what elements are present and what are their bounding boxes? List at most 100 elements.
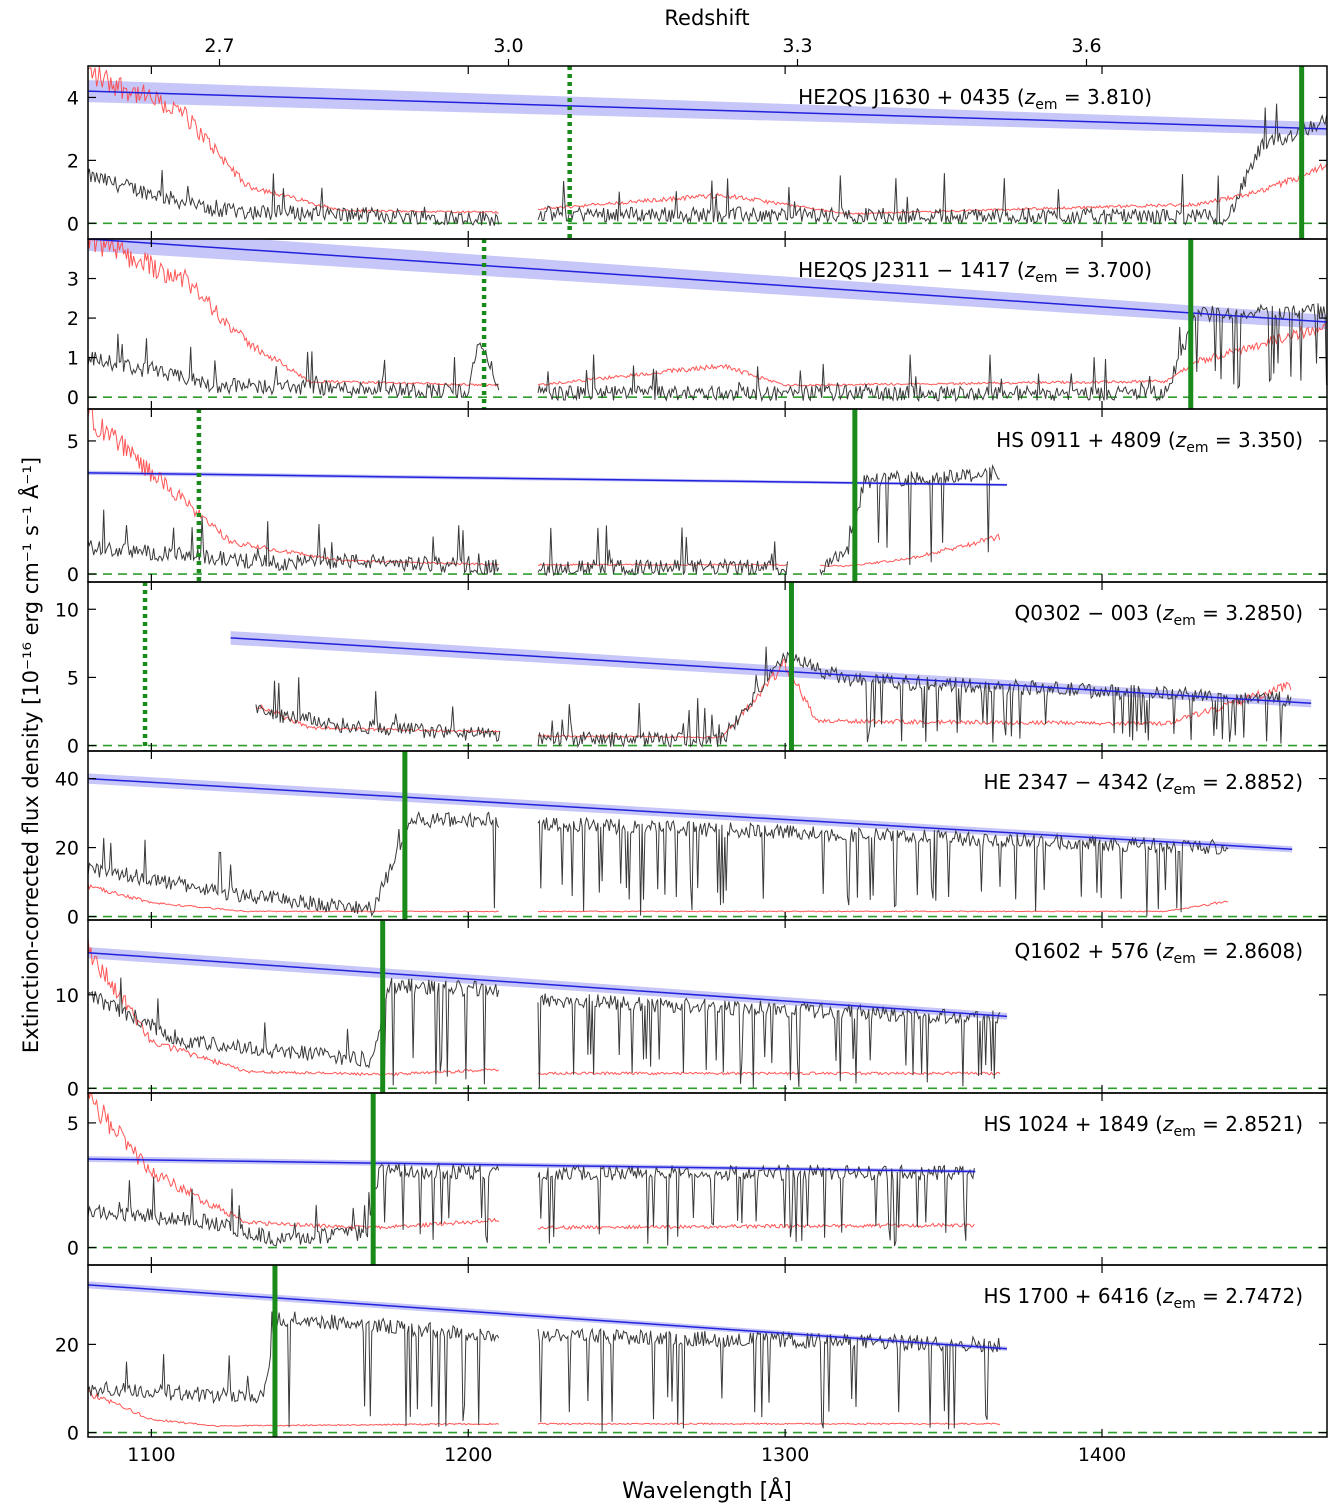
flux-spectrum (537, 646, 1292, 749)
panel-label: HE 2347 − 4342 (zem = 2.8852) (984, 770, 1304, 798)
flux-spectrum (537, 103, 1327, 226)
flux-spectrum (88, 168, 500, 226)
panel-8: 0 20 HS 1700 + 6416 (zem = 2.7472) (55, 1264, 1328, 1445)
continuum-line (88, 1284, 1008, 1350)
panel-content (88, 920, 1327, 1093)
flux-spectrum (88, 333, 500, 399)
panel-label: HE2QS J2311 − 1417 (zem = 3.700) (798, 258, 1152, 286)
error-spectrum (538, 563, 788, 567)
error-spectrum (537, 1422, 1001, 1426)
y-tick-label: 4 (67, 87, 79, 109)
redshift-tick-label: 3.6 (1071, 35, 1101, 57)
y-tick-label: 0 (67, 213, 79, 235)
y-tick-label: 2 (67, 308, 79, 330)
redshift-tick-label: 3.3 (782, 35, 812, 57)
flux-spectrum (819, 464, 1000, 576)
top-axis-label: Redshift (664, 6, 749, 30)
redshift-tick-label: 3.0 (493, 35, 523, 57)
continuum-band (88, 239, 1327, 330)
y-tick-label: 0 (67, 387, 79, 409)
continuum-band (88, 947, 1007, 1020)
panel-content (88, 409, 1327, 582)
y-tick-label: 40 (55, 769, 79, 791)
continuum-line (88, 777, 1293, 851)
error-spectrum (88, 1093, 500, 1230)
y-tick-label: 0 (67, 564, 79, 586)
continuum-line (88, 951, 1008, 1018)
y-tick-label: 10 (55, 985, 79, 1007)
y-tick-label: 2 (67, 150, 79, 172)
continuum-band (230, 631, 1312, 708)
x-axis-label: Wavelength [Å] (622, 1477, 792, 1504)
y-tick-label: 0 (67, 736, 79, 758)
error-spectrum (88, 883, 499, 913)
flux-spectrum (537, 1163, 975, 1247)
error-spectrum (537, 1071, 1001, 1076)
error-spectrum (88, 239, 499, 387)
flux-spectrum (88, 1311, 500, 1428)
panel-label: HS 1024 + 1849 (zem = 2.8521) (983, 1112, 1303, 1140)
panel-label: HS 1700 + 6416 (zem = 2.7472) (983, 1284, 1303, 1312)
flux-spectrum (88, 509, 500, 575)
panel-7: 0 5 HS 1024 + 1849 (zem = 2.8521) (67, 1092, 1328, 1266)
flux-spectrum (88, 977, 500, 1086)
error-spectrum (88, 409, 499, 566)
flux-spectrum (537, 525, 788, 577)
panel-5: 0 20 40 HE 2347 − 4342 (zem = 2.8852) (55, 750, 1328, 929)
continuum-line (230, 637, 1312, 705)
y-tick-label: 1 (67, 348, 79, 370)
panel-label: Q1602 + 576 (zem = 2.8608) (1015, 939, 1303, 967)
y-tick-label: 0 (67, 907, 79, 929)
error-spectrum (537, 321, 1327, 387)
panel-content (88, 1265, 1327, 1437)
panel-3: 0 5 HS 0911 + 4809 (zem = 3.350) (67, 408, 1328, 586)
panel-content (88, 239, 1327, 409)
y-tick-label: 10 (55, 599, 79, 621)
flux-spectrum (537, 303, 1327, 403)
x-tick-label: 1300 (761, 1444, 809, 1466)
continuum-line (88, 90, 1327, 130)
flux-spectrum (537, 1327, 1001, 1432)
flux-spectrum (537, 816, 1229, 917)
y-tick-label: 5 (67, 667, 79, 689)
continuum-band (88, 80, 1327, 136)
error-spectrum (537, 1222, 975, 1231)
error-spectrum (88, 66, 499, 214)
redshift-tick-label: 2.7 (204, 35, 234, 57)
error-spectrum (537, 163, 1327, 216)
continuum-band (88, 773, 1293, 853)
axes-layer: 1100 1200 1300 1400 2.7 3.0 3.3 3.6 (127, 35, 1126, 1466)
error-spectrum (537, 657, 1292, 739)
panel-content (88, 751, 1327, 920)
y-tick-label: 0 (67, 1238, 79, 1260)
y-tick-label: 5 (67, 431, 79, 453)
panel-2: 0 1 2 3 HE2QS J2311 − 1417 (zem = 3.700) (67, 238, 1328, 410)
x-tick-label: 1200 (444, 1444, 492, 1466)
flux-spectrum (537, 993, 1001, 1089)
panel-label: Q0302 − 003 (zem = 3.2850) (1015, 601, 1303, 629)
flux-spectrum (88, 810, 500, 918)
y-tick-label: 0 (67, 1078, 79, 1100)
panel-4: 0 5 10 Q0302 − 003 (zem = 3.2850) (55, 581, 1328, 758)
error-spectrum (88, 937, 500, 1077)
error-spectrum (88, 1389, 500, 1427)
panels-layer: 0 2 4 HE2QS J1630 + 0435 (zem = 3.810) 0 1 2 3 H… (55, 65, 1328, 1445)
y-axis-label: Extinction-corrected flux density [10⁻¹⁶… (17, 457, 43, 1053)
y-tick-label: 20 (55, 838, 79, 860)
panel-content (88, 582, 1327, 751)
y-tick-label: 20 (55, 1334, 79, 1356)
flux-spectrum (88, 1162, 500, 1247)
continuum-line (88, 1158, 976, 1173)
y-tick-label: 0 (67, 1423, 79, 1445)
panel-content (88, 66, 1327, 239)
panel-frame (87, 1264, 1328, 1438)
y-tick-label: 3 (67, 269, 79, 291)
flux-spectrum (255, 677, 501, 743)
error-spectrum (537, 900, 1229, 913)
y-tick-label: 5 (67, 1113, 79, 1135)
panel-label: HE2QS J1630 + 0435 (zem = 3.810) (798, 85, 1152, 113)
panel-6: 0 10 Q1602 + 576 (zem = 2.8608) (55, 919, 1328, 1100)
panel-label: HS 0911 + 4809 (zem = 3.350) (996, 428, 1303, 456)
panel-1: 0 2 4 HE2QS J1630 + 0435 (zem = 3.810) (67, 65, 1328, 240)
